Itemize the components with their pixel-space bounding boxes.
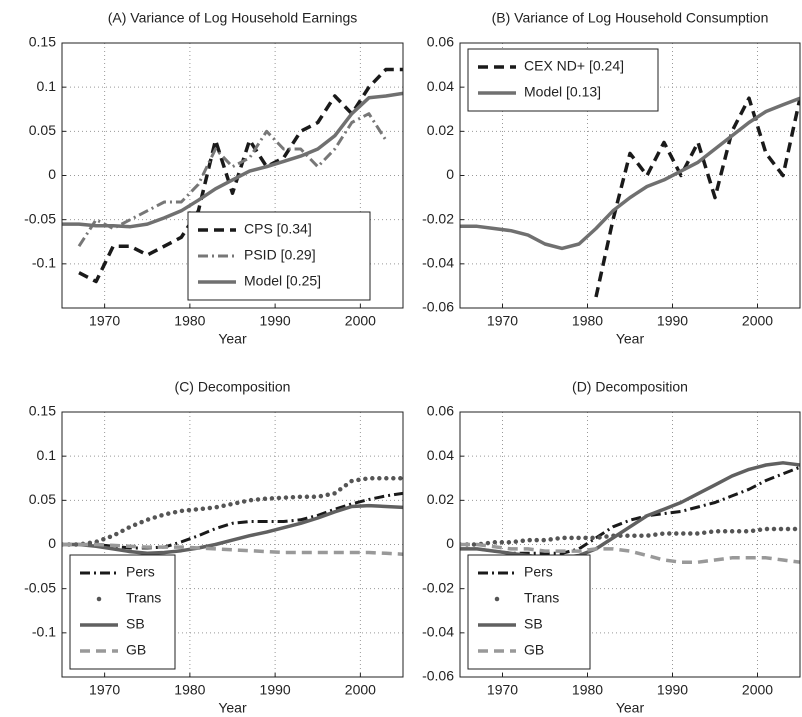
y-tick-label: 0.1 — [37, 447, 57, 463]
legend-label: Trans — [524, 590, 559, 606]
chart-title: (D) Decomposition — [572, 379, 688, 395]
y-tick-label: 0.04 — [427, 447, 454, 463]
series-line — [62, 542, 403, 556]
y-tick-label: 0 — [446, 166, 454, 182]
x-tick-label: 1980 — [572, 313, 603, 329]
x-tick-label: 2000 — [742, 682, 773, 698]
series-line — [62, 476, 403, 547]
y-tick-label: 0.04 — [427, 78, 454, 94]
y-tick-label: -0.1 — [32, 255, 56, 271]
legend-label: Model [0.13] — [524, 84, 601, 100]
legend-label: Model [0.25] — [244, 273, 321, 289]
x-axis-label: Year — [218, 331, 247, 347]
x-tick-label: 1980 — [174, 682, 205, 698]
plot-frame — [459, 42, 801, 309]
plot-frame — [459, 411, 801, 678]
chart-title: (A) Variance of Log Household Earnings — [108, 10, 358, 26]
y-tick-label: 0.15 — [29, 34, 56, 50]
series-line — [62, 491, 403, 550]
x-axis-label: Year — [616, 331, 645, 347]
x-tick-label: 1970 — [487, 313, 518, 329]
y-tick-label: 0.05 — [29, 122, 56, 138]
x-tick-label: 1990 — [657, 313, 688, 329]
series-line — [460, 96, 800, 251]
legend-label: SB — [524, 616, 543, 632]
y-tick-label: -0.02 — [422, 579, 454, 595]
legend-box — [467, 554, 591, 670]
series-line — [460, 465, 800, 555]
y-tick-label: -0.05 — [24, 210, 56, 226]
plot-frame — [61, 411, 404, 678]
y-tick-label: 0 — [446, 535, 454, 551]
series-line — [77, 112, 388, 248]
legend-label: CEX ND+ [0.24] — [524, 58, 624, 74]
y-tick-label: -0.1 — [32, 624, 56, 640]
series-line — [460, 542, 800, 564]
y-tick-label: 0 — [48, 535, 56, 551]
y-tick-label: 0.1 — [37, 78, 57, 94]
legend-label: GB — [126, 642, 146, 658]
y-tick-label: 0.02 — [427, 491, 454, 507]
y-tick-label: 0 — [48, 166, 56, 182]
y-tick-label: -0.02 — [422, 210, 454, 226]
y-tick-label: -0.05 — [24, 579, 56, 595]
y-tick-label: 0.06 — [427, 403, 454, 419]
x-axis-label: Year — [616, 700, 645, 716]
series-line — [594, 96, 800, 298]
x-tick-label: 1980 — [572, 682, 603, 698]
series-line — [62, 91, 403, 229]
y-tick-label: -0.06 — [422, 668, 454, 684]
x-tick-label: 1970 — [89, 682, 120, 698]
legend-label: Trans — [126, 590, 161, 606]
series-line — [62, 503, 403, 556]
chart-title: (C) Decomposition — [175, 379, 291, 395]
y-tick-label: 0.02 — [427, 122, 454, 138]
y-tick-label: -0.04 — [422, 255, 454, 271]
y-tick-label: 0.05 — [29, 491, 56, 507]
x-tick-label: 1990 — [657, 682, 688, 698]
y-tick-label: 0.06 — [427, 34, 454, 50]
y-tick-label: -0.04 — [422, 624, 454, 640]
series-line — [460, 461, 800, 560]
series-line — [78, 67, 403, 284]
y-tick-label: -0.06 — [422, 299, 454, 315]
y-tick-label: 0.15 — [29, 403, 56, 419]
x-axis-label: Year — [218, 700, 247, 716]
legend-label: GB — [524, 642, 544, 658]
x-tick-label: 2000 — [742, 313, 773, 329]
x-tick-label: 2000 — [345, 682, 376, 698]
legend-label: SB — [126, 616, 145, 632]
x-tick-label: 1970 — [487, 682, 518, 698]
legend-label: Pers — [524, 564, 553, 580]
legend-box — [467, 48, 659, 112]
series-line — [460, 526, 800, 547]
chart-title: (B) Variance of Log Household Consumptio… — [492, 10, 769, 26]
plot-frame — [61, 42, 404, 309]
legend-label: Pers — [126, 564, 155, 580]
x-tick-label: 1980 — [174, 313, 205, 329]
legend-label: CPS [0.34] — [244, 221, 312, 237]
x-tick-label: 1990 — [260, 313, 291, 329]
x-tick-label: 2000 — [345, 313, 376, 329]
legend-label: PSID [0.29] — [244, 247, 316, 263]
x-tick-label: 1990 — [260, 682, 291, 698]
x-tick-label: 1970 — [89, 313, 120, 329]
